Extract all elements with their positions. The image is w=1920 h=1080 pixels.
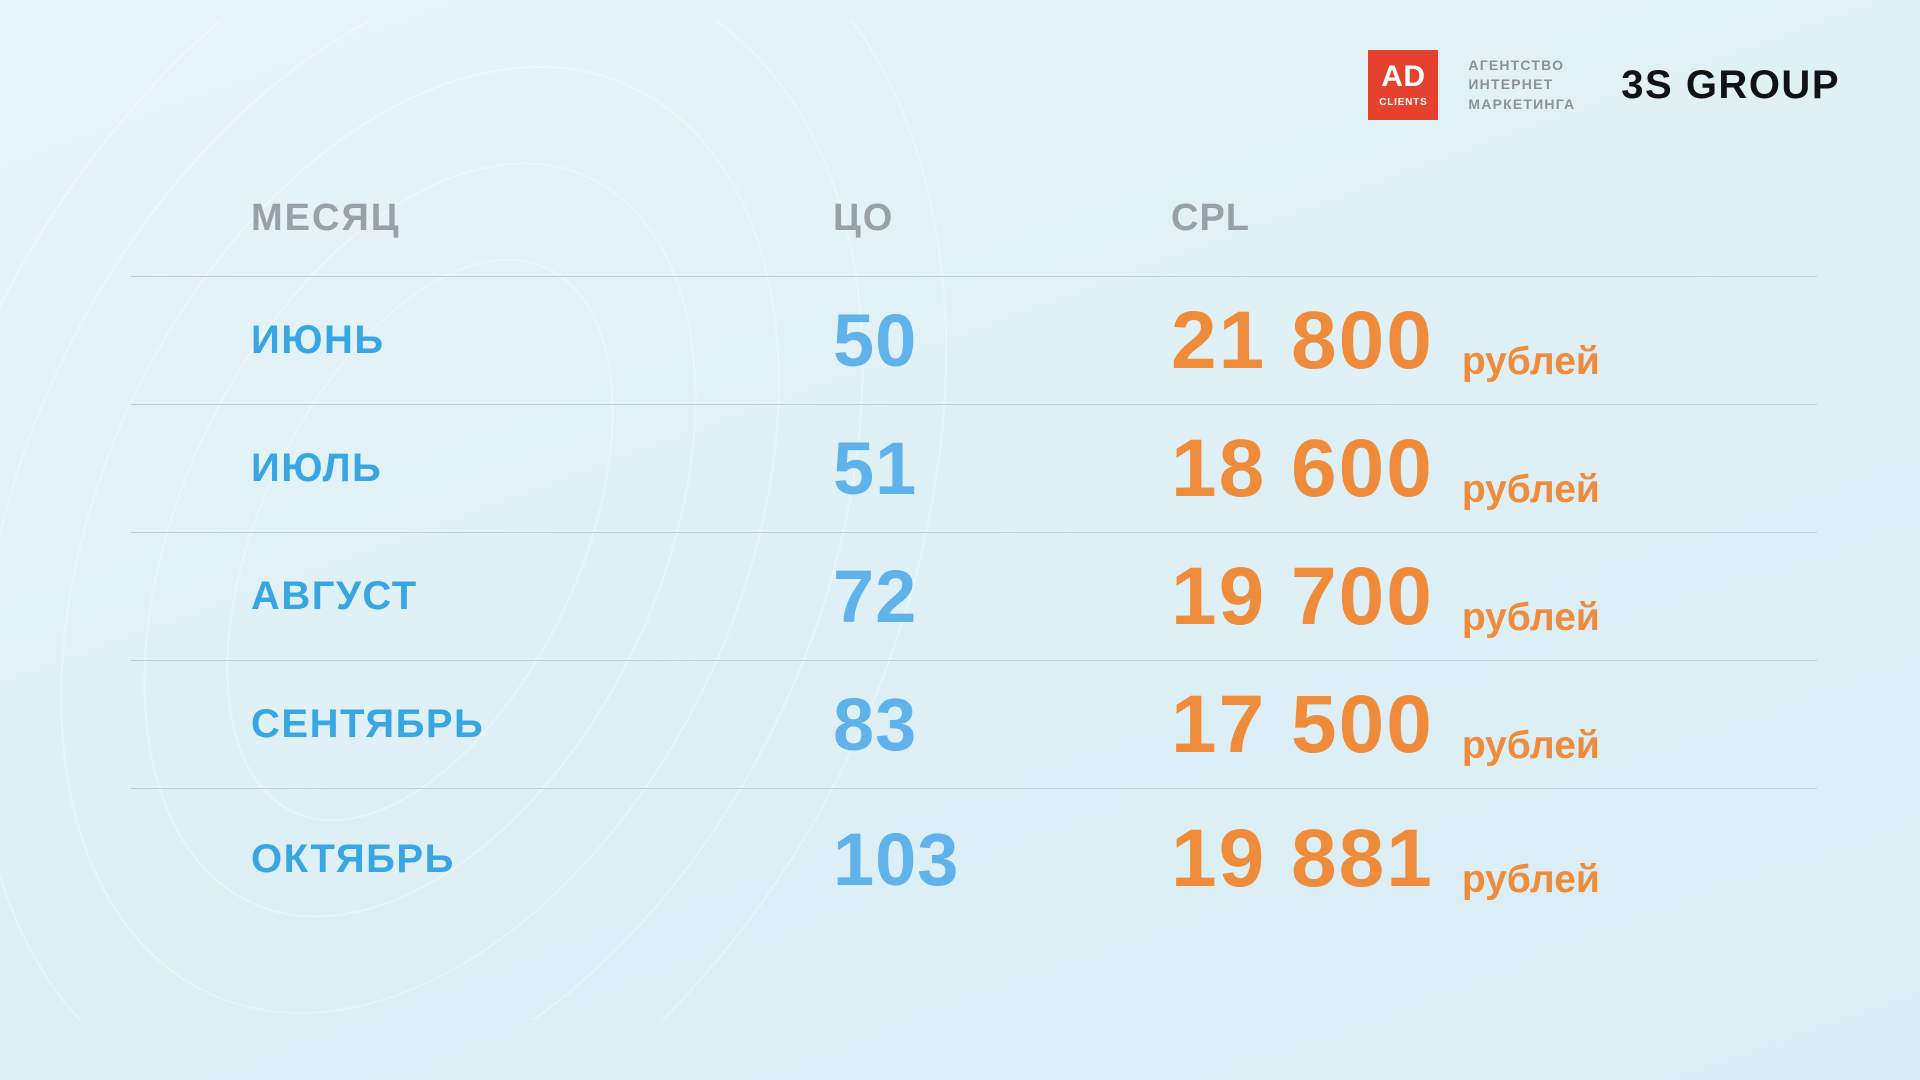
month-label: ИЮНЬ [251,318,385,362]
month-label: АВГУСТ [251,574,418,618]
cpl-cell: 18 600 рублей [1041,422,1817,516]
agency-tagline: АГЕНТСТВО ИНТЕРНЕТ МАРКЕТИНГА [1468,56,1575,115]
table-header-row: МЕСЯЦ ЦО CPL [131,160,1817,277]
co-value: 51 [833,427,918,510]
cpl-cell: 21 800 рублей [1041,294,1817,388]
co-value: 103 [833,817,960,901]
co-value: 83 [833,683,918,766]
cpl-unit: рублей [1461,595,1600,639]
co-value: 72 [833,555,918,638]
co-value: 50 [833,299,918,382]
cpl-value: 18 600 [1171,422,1434,514]
cpl-value: 21 800 [1171,294,1434,386]
column-header-month: МЕСЯЦ [251,196,401,239]
column-header-co: ЦО [833,196,895,239]
agency-tagline-line: МАРКЕТИНГА [1468,95,1576,112]
cpl-value: 17 500 [1171,678,1434,770]
table-row: ОКТЯБРЬ 103 19 881 рублей [131,789,1817,929]
brand-bar: AD CLIENTS АГЕНТСТВО ИНТЕРНЕТ МАРКЕТИНГА… [1368,50,1840,120]
table-row: ИЮЛЬ 51 18 600 рублей [131,405,1817,533]
cpl-value: 19 881 [1171,813,1434,904]
table-row: АВГУСТ 72 19 700 рублей [131,533,1817,661]
cpl-unit: рублей [1461,467,1600,511]
3s-group-logo: 3S GROUP [1621,62,1840,107]
cpl-cell: 17 500 рублей [1041,678,1817,772]
table-row: СЕНТЯБРЬ 83 17 500 рублей [131,661,1817,789]
adclients-logo: AD CLIENTS [1368,50,1439,120]
adclients-logo-subtext: CLIENTS [1379,97,1428,108]
agency-tagline-line: АГЕНТСТВО [1468,56,1565,73]
cpl-cell: 19 700 рублей [1041,550,1817,644]
cpl-value: 19 700 [1171,550,1434,642]
cpl-unit: рублей [1461,339,1600,383]
month-label: ИЮЛЬ [251,446,383,490]
monthly-cpl-table: МЕСЯЦ ЦО CPL ИЮНЬ 50 21 800 рублей ИЮЛЬ … [131,160,1817,929]
cpl-unit: рублей [1461,858,1600,901]
agency-tagline-line: ИНТЕРНЕТ [1468,76,1554,93]
month-label: СЕНТЯБРЬ [251,702,485,746]
month-label: ОКТЯБРЬ [251,836,455,881]
cpl-unit: рублей [1461,723,1600,767]
cpl-cell: 19 881 рублей [1041,812,1817,906]
table-row: ИЮНЬ 50 21 800 рублей [131,277,1817,405]
adclients-logo-text: AD [1381,60,1426,93]
column-header-cpl: CPL [1171,196,1250,239]
